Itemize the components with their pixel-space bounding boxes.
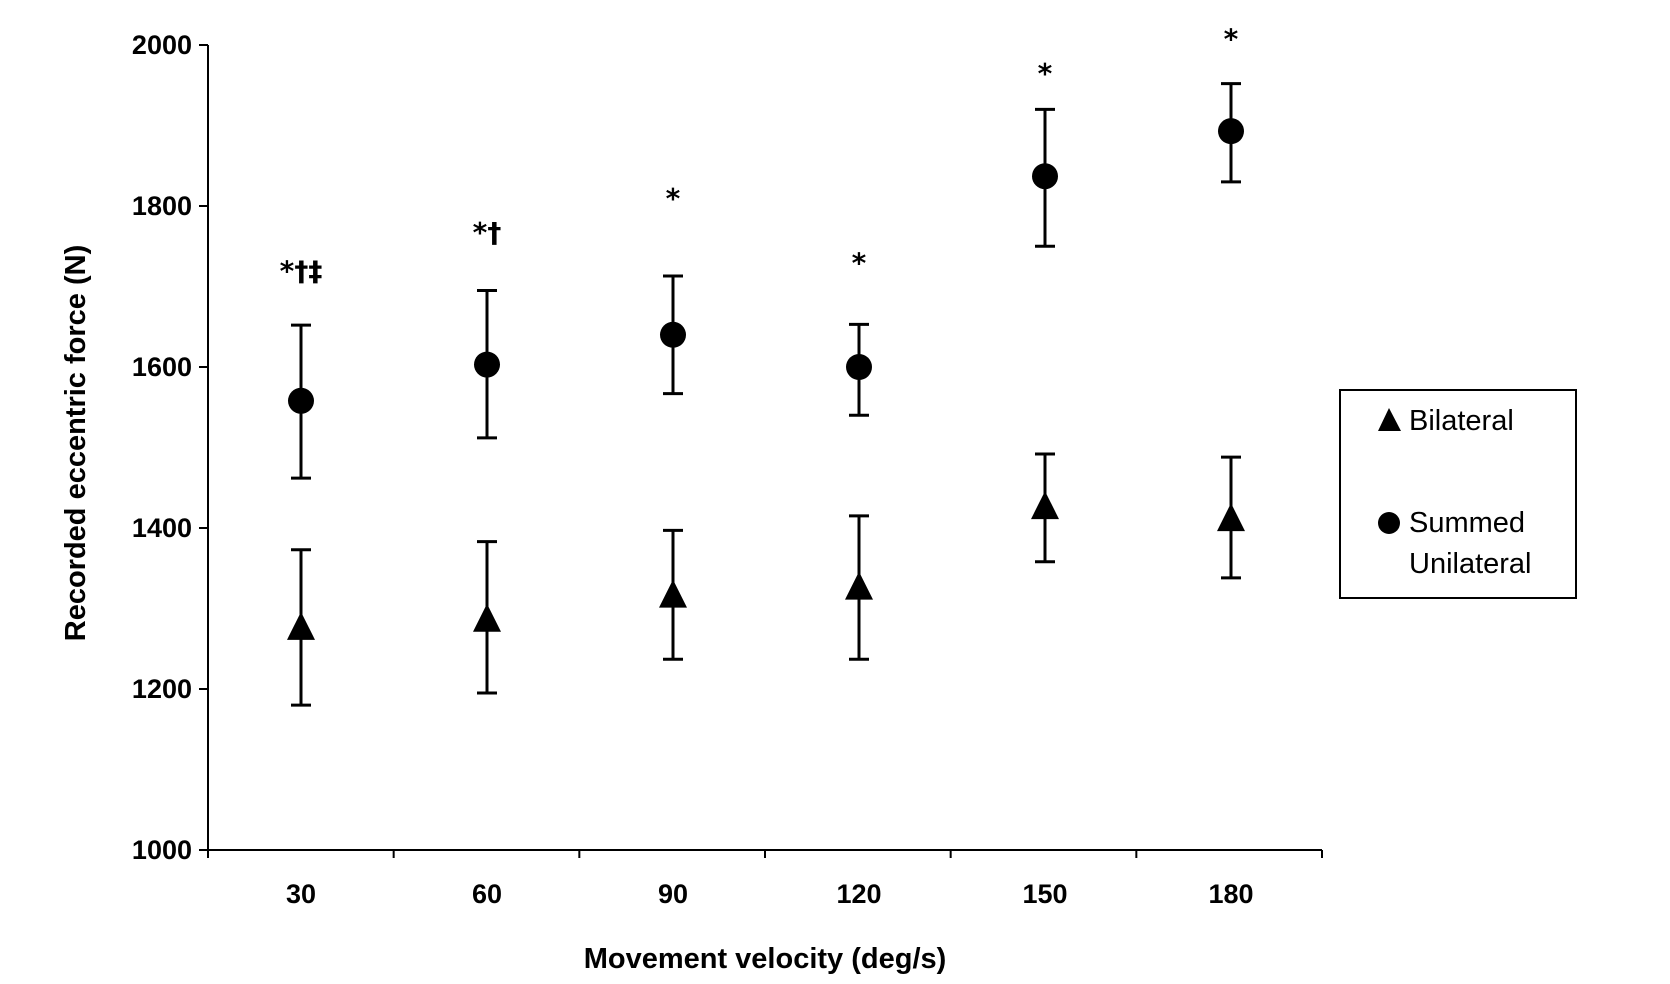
legend-summed-label-line1: Summed: [1409, 507, 1525, 539]
x-axis-label: Movement velocity (deg/s): [584, 943, 947, 975]
x-tick-label: 150: [1022, 879, 1067, 909]
x-tick-label: 180: [1208, 879, 1253, 909]
y-tick-label: 1800: [132, 191, 192, 221]
legend-bilateral-label: Bilateral: [1409, 405, 1514, 437]
data-point-circle: [1032, 163, 1058, 190]
series-bilateral: [287, 452, 1245, 707]
significance-marker: *: [1038, 57, 1053, 90]
data-marks: [287, 82, 1245, 707]
data-point-triangle: [845, 571, 873, 600]
data-point-circle: [474, 351, 500, 378]
data-point-circle: [288, 387, 314, 414]
y-tick-label: 1400: [132, 513, 192, 543]
legend-bilateral-marker: [1378, 408, 1401, 431]
axes: [207, 45, 1322, 851]
data-point-triangle: [659, 579, 687, 608]
x-tick-label: 90: [658, 879, 688, 909]
legend-summed-label-line2: Unilateral: [1409, 548, 1532, 580]
significance-marker: *: [852, 246, 867, 279]
legend-box: [1339, 389, 1577, 599]
data-point-circle: [660, 321, 686, 348]
y-tick-label: 1600: [132, 352, 192, 382]
data-point-circle: [846, 354, 872, 380]
significance-annotations: *†‡ *† * * * *: [280, 23, 1239, 288]
y-tick-label: 1000: [132, 835, 192, 865]
legend: Bilateral Summed Unilateral: [1339, 389, 1577, 599]
data-point-triangle: [287, 611, 315, 640]
data-point-triangle: [1031, 491, 1059, 520]
y-tick-label: 2000: [132, 30, 192, 60]
data-point-triangle: [1217, 503, 1245, 532]
x-tick-label: 120: [836, 879, 881, 909]
significance-marker: *: [666, 182, 681, 215]
data-point-circle: [1218, 118, 1244, 145]
legend-summed-marker: [1378, 512, 1400, 534]
y-axis-label: Recorded eccentric force (N): [60, 245, 92, 641]
x-tick-label: 60: [472, 879, 502, 909]
significance-marker: *†: [473, 216, 502, 249]
data-point-triangle: [473, 603, 501, 632]
y-tick-label: 1200: [132, 674, 192, 704]
x-tick-label: 30: [286, 879, 316, 909]
axis-ticks: 1000 1200 1400 1600 1800 2000 30 60 90 120 150 180: [132, 30, 1323, 909]
significance-marker: *†‡: [280, 254, 323, 287]
series-summed-unilateral: [288, 82, 1244, 480]
significance-marker: *: [1224, 23, 1239, 56]
